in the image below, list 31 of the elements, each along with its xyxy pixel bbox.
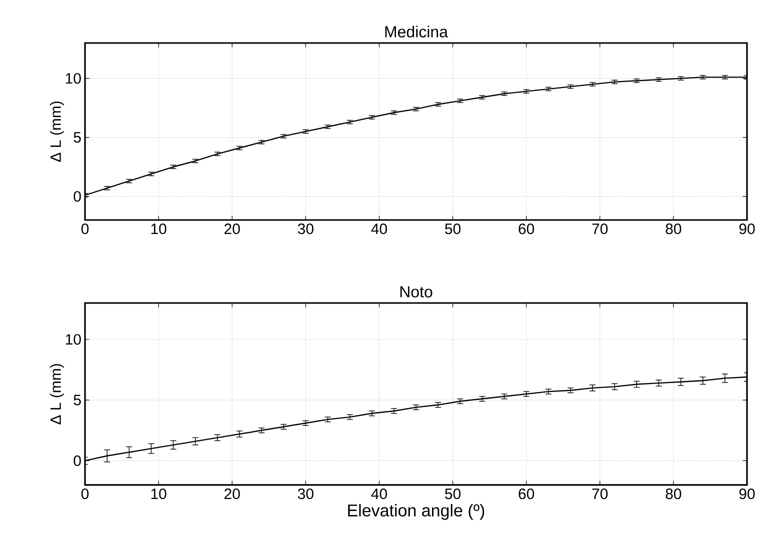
x-tick-label: 30 xyxy=(298,488,314,500)
x-tick-label: 30 xyxy=(298,224,314,234)
x-tick-label: 70 xyxy=(592,224,608,234)
x-tick-label: 90 xyxy=(739,224,755,234)
y-tick-label: 10 xyxy=(66,334,81,345)
y-tick-label: 5 xyxy=(74,132,81,143)
x-tick-label: 10 xyxy=(151,488,166,500)
y-tick-label: 10 xyxy=(66,73,81,84)
x-tick-label: 10 xyxy=(151,224,166,234)
y-axis-title: Δ L (mm) xyxy=(50,364,64,424)
x-tick-label: 80 xyxy=(666,224,682,234)
chart-title: Medicina xyxy=(385,26,448,38)
x-tick-label: 40 xyxy=(371,488,387,500)
x-tick-label: 20 xyxy=(224,488,240,500)
x-tick-label: 70 xyxy=(592,488,608,500)
x-tick-label: 50 xyxy=(445,224,461,234)
x-tick-label: 60 xyxy=(518,488,534,500)
y-tick-label: 0 xyxy=(74,191,81,202)
y-axis-title: Δ L (mm) xyxy=(50,102,64,162)
x-tick-label: 80 xyxy=(666,488,682,500)
x-tick-label: 0 xyxy=(81,224,89,234)
x-tick-label: 20 xyxy=(224,224,240,234)
chart-title: Noto xyxy=(400,286,432,298)
x-tick-label: 60 xyxy=(518,224,534,234)
y-tick-label: 5 xyxy=(74,394,81,406)
x-axis-title: Elevation angle (º) xyxy=(348,504,484,520)
y-tick-label: 0 xyxy=(74,455,81,466)
x-tick-label: 90 xyxy=(739,488,755,500)
x-tick-label: 0 xyxy=(81,488,89,500)
x-tick-label: 40 xyxy=(371,224,387,234)
x-tick-label: 50 xyxy=(445,488,461,500)
